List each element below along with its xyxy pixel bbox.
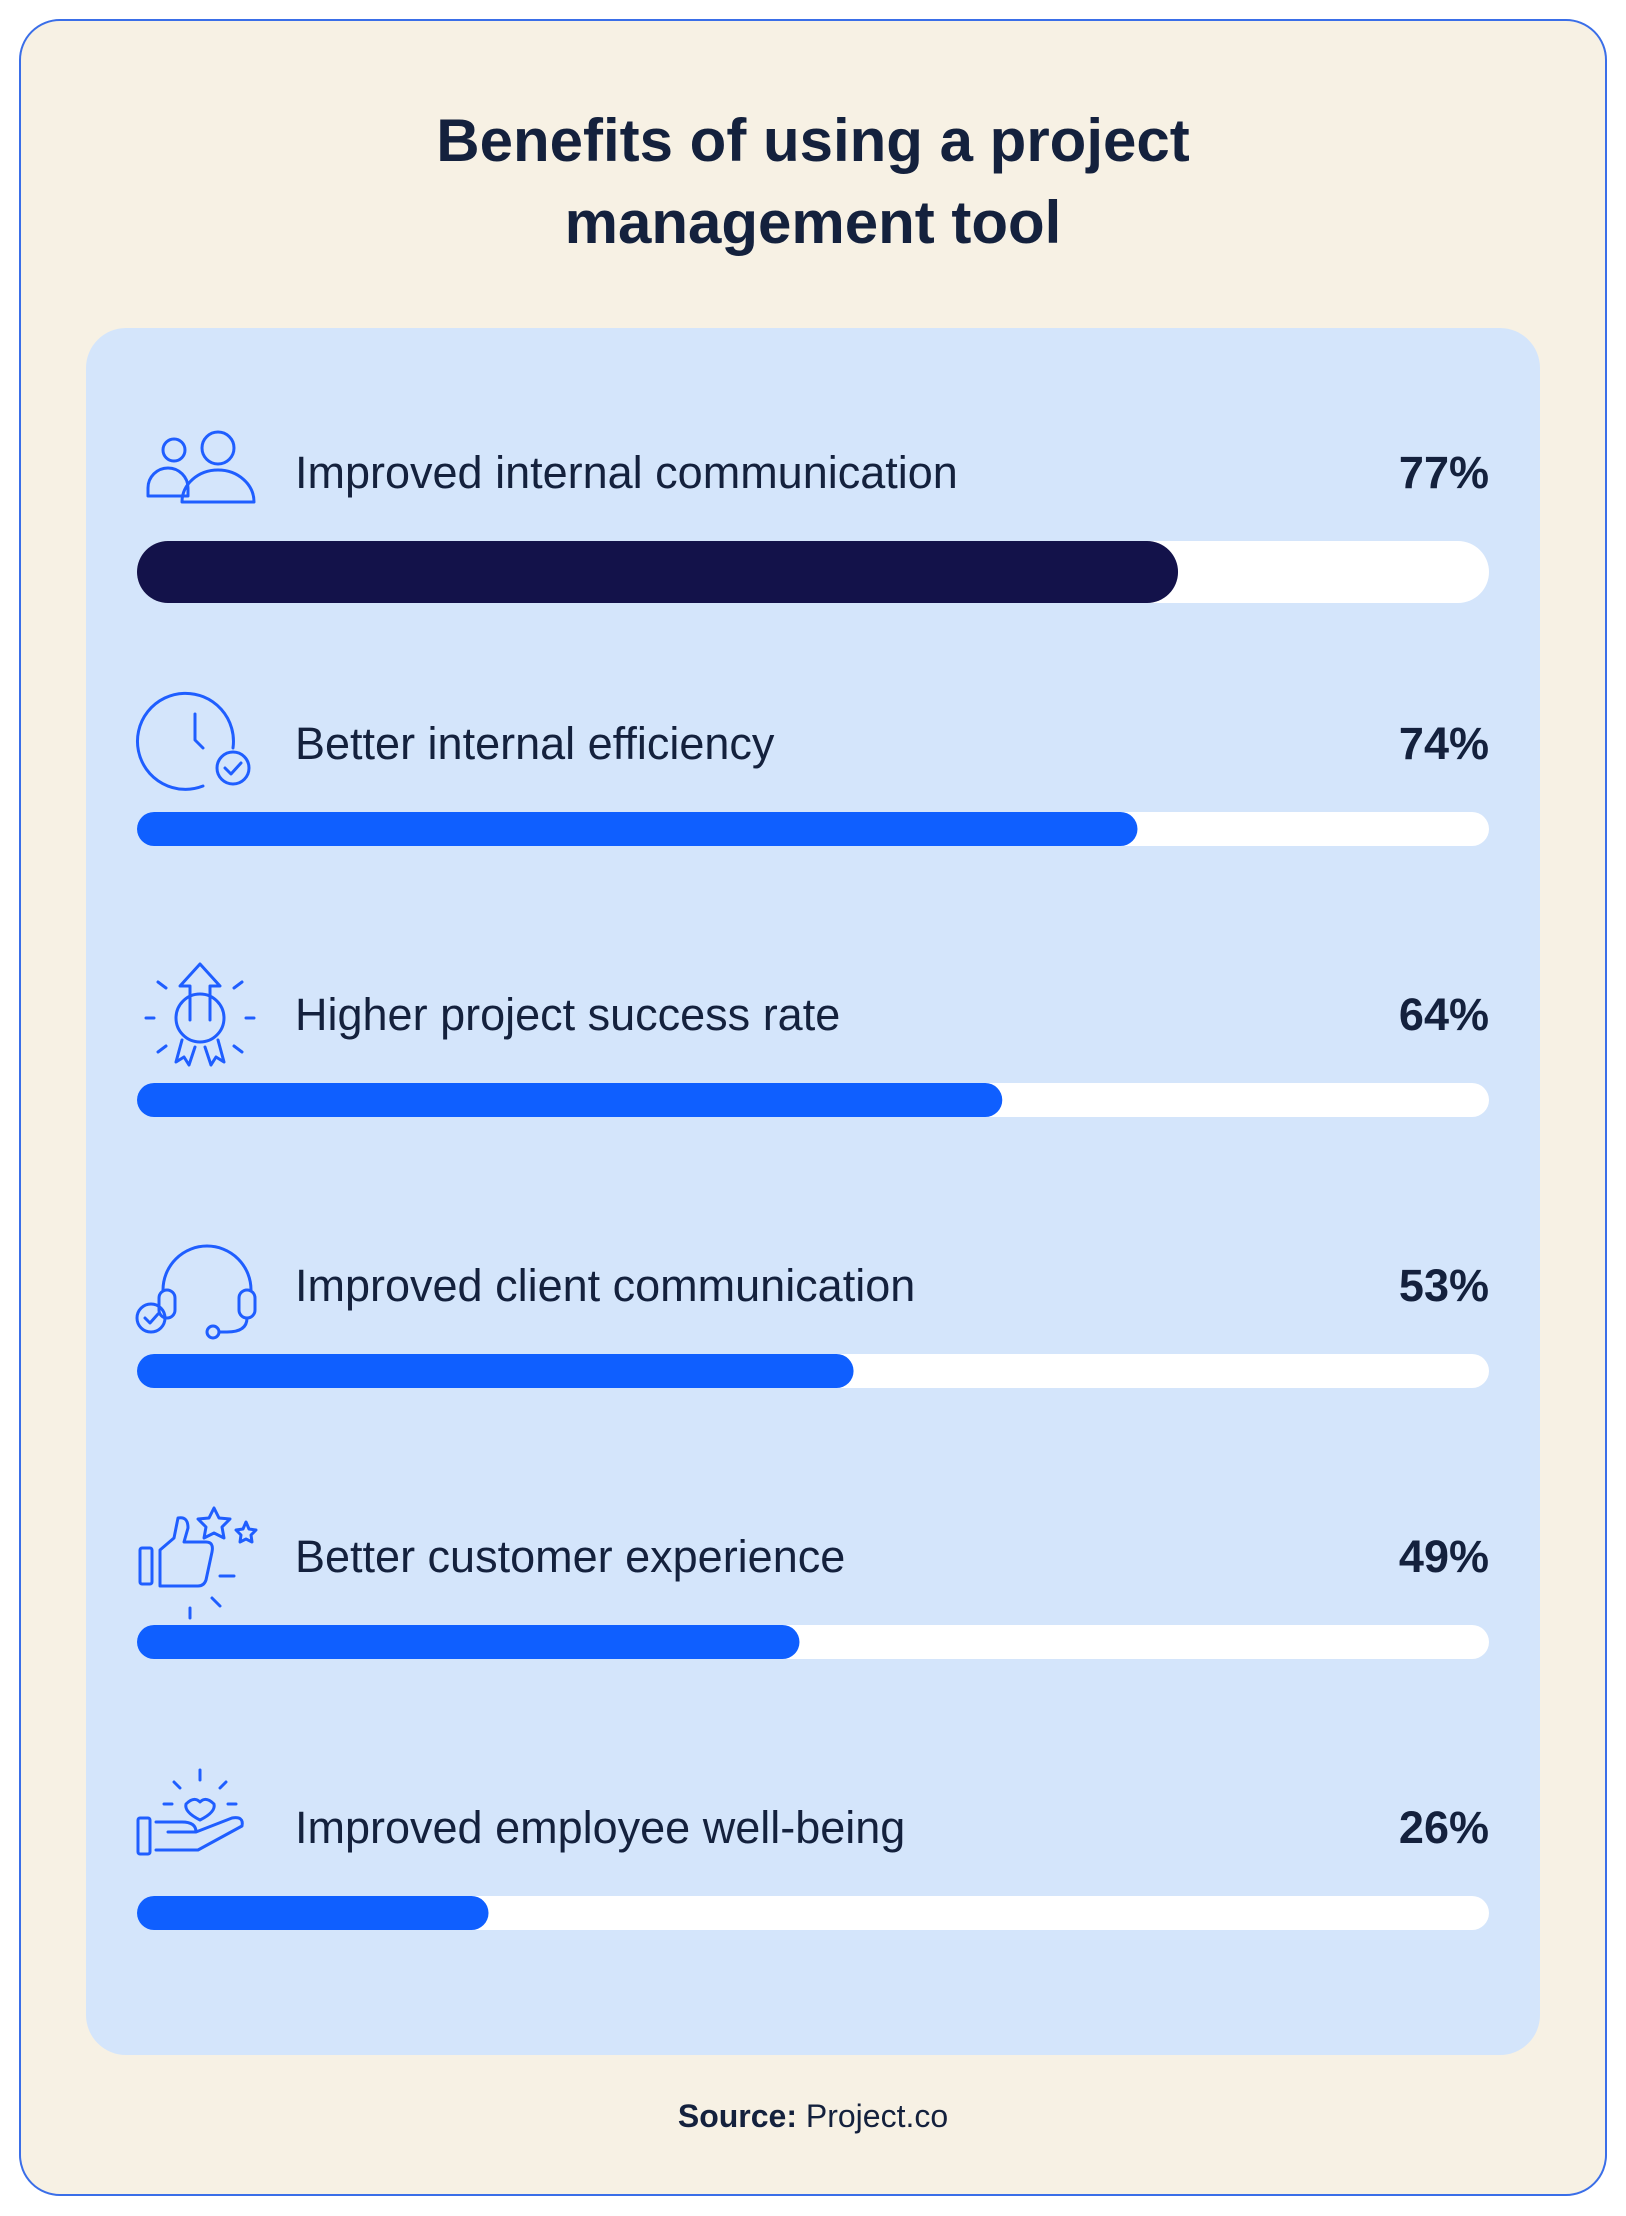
icon-thumbs xyxy=(138,1506,258,1620)
bar xyxy=(137,812,1138,846)
source: Source: Project.co xyxy=(678,2098,948,2134)
bar xyxy=(137,1354,854,1388)
icon-clock xyxy=(136,691,251,791)
value-label: 49% xyxy=(1399,1531,1489,1582)
bar xyxy=(137,1625,800,1659)
category-label: Improved employee well-being xyxy=(295,1802,905,1853)
value-label: 53% xyxy=(1399,1260,1489,1311)
source-text: Project.co xyxy=(806,2098,948,2134)
category-label: Better customer experience xyxy=(295,1531,845,1582)
value-label: 26% xyxy=(1399,1802,1489,1853)
icon-hand-heart xyxy=(136,1768,244,1856)
bar xyxy=(137,1896,489,1930)
category-label: Better internal efficiency xyxy=(295,718,775,769)
icon-award xyxy=(144,962,256,1067)
value-label: 64% xyxy=(1399,989,1489,1040)
source-label: Source: xyxy=(678,2098,797,2134)
panel xyxy=(86,328,1540,2055)
bar xyxy=(137,1083,1003,1117)
category-label: Higher project success rate xyxy=(295,989,840,1040)
bar xyxy=(137,541,1179,603)
icon-headset xyxy=(135,1244,257,1340)
chart-title: Benefits of using a project management t… xyxy=(436,107,1190,256)
category-label: Improved internal communication xyxy=(295,447,958,498)
icon-people xyxy=(146,430,256,504)
value-label: 77% xyxy=(1399,447,1489,498)
value-label: 74% xyxy=(1399,718,1489,769)
category-label: Improved client communication xyxy=(295,1260,915,1311)
